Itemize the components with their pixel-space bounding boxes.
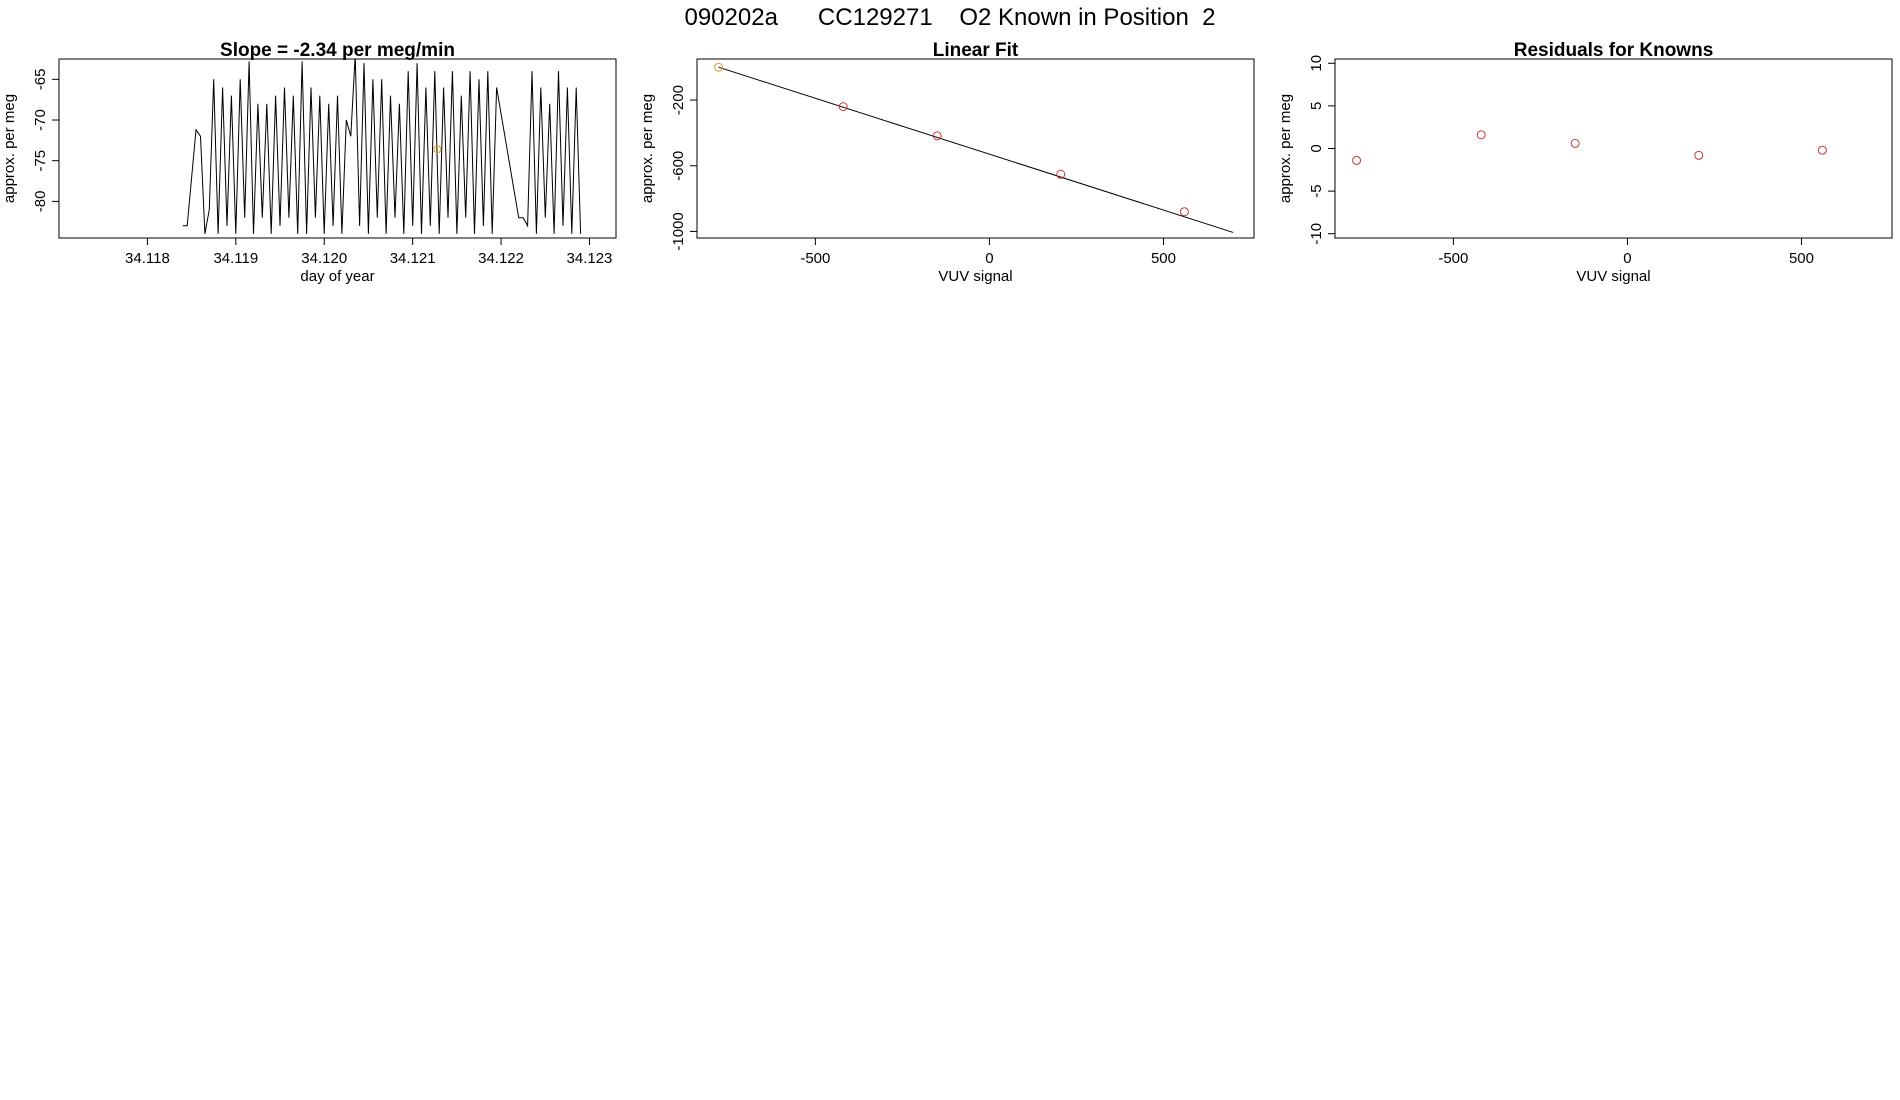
y-axis-label: approx. per meg: [639, 94, 656, 203]
x-tick-label: 0: [1623, 250, 1631, 267]
x-tick-label: 34.118: [125, 250, 170, 267]
y-axis-label: approx. per meg: [1277, 94, 1294, 203]
fit-line: [718, 66, 1234, 233]
panel-title: Slope = -2.34 per meg/min: [220, 40, 455, 61]
series-line: [182, 59, 582, 234]
data-point: [1056, 169, 1066, 179]
data-point: [838, 102, 848, 112]
y-tick-label: -65: [32, 68, 49, 90]
x-tick-label: 34.121: [390, 250, 436, 267]
x-tick-label: 0: [985, 250, 993, 267]
x-tick-label: -500: [1438, 250, 1468, 267]
data-point: [932, 131, 942, 141]
plot-data: [714, 62, 1234, 233]
linear-fit-panel: Linear Fit -500 0 500 VUV signal -200 -600 -100…: [639, 40, 1255, 285]
data-point: [1694, 150, 1704, 160]
y-tick-label: -70: [32, 109, 49, 131]
plot-data: [1352, 130, 1827, 165]
figure-title: 090202a CC129271 O2 Known in Position 2: [684, 4, 1215, 31]
x-tick-label: 500: [1789, 250, 1814, 267]
y-tick-label: 0: [1308, 144, 1325, 152]
data-point: [1179, 207, 1189, 217]
y-axis-label: approx. per meg: [1, 94, 18, 203]
x-axis-label: day of year: [300, 268, 374, 285]
x-axis-label: VUV signal: [938, 268, 1012, 285]
panel-title: Residuals for Knowns: [1514, 40, 1714, 61]
residuals-panel: Residuals for Knowns -500 0 500 VUV signal 10…: [1277, 40, 1893, 285]
highlight-point: [433, 145, 442, 154]
y-tick-label: 5: [1308, 102, 1325, 110]
highlight-point: [714, 62, 724, 72]
y-tick-label: -80: [32, 191, 49, 213]
y-tick-label: -75: [32, 150, 49, 172]
y-tick-label: -200: [670, 85, 687, 115]
y-tick-label: 10: [1308, 55, 1325, 72]
x-tick-label: 34.123: [567, 250, 613, 267]
panel-title: Linear Fit: [933, 40, 1019, 61]
y-tick-label: -600: [670, 151, 687, 181]
data-point: [1352, 155, 1362, 165]
data-point: [1817, 145, 1827, 155]
plot-data: [182, 59, 582, 234]
x-axis-label: VUV signal: [1576, 268, 1650, 285]
data-point: [1570, 138, 1580, 148]
y-tick-label: -1000: [670, 212, 687, 250]
plot-frame: [1334, 58, 1893, 239]
plot-frame: [696, 58, 1255, 239]
timeseries-panel: Slope = -2.34 per meg/min 34.118 34.119 34.…: [1, 40, 617, 285]
x-tick-label: 34.122: [478, 250, 524, 267]
x-tick-label: -500: [800, 250, 830, 267]
y-tick-label: -10: [1308, 223, 1325, 245]
data-point: [1476, 130, 1486, 140]
x-tick-label: 500: [1151, 250, 1176, 267]
x-tick-label: 34.120: [301, 250, 347, 267]
x-tick-label: 34.119: [213, 250, 258, 267]
y-tick-label: -5: [1308, 184, 1325, 197]
